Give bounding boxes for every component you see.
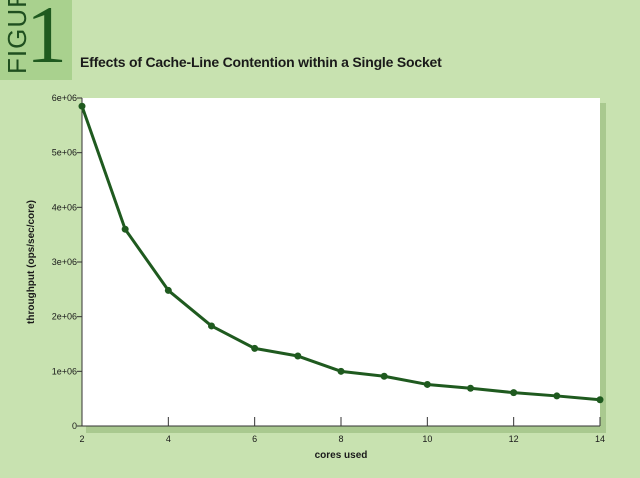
x-tick-label: 2 xyxy=(79,434,84,444)
series-line xyxy=(80,105,601,402)
x-axis: 2 4 6 8 10 12 14 xyxy=(79,417,605,444)
x-tick-label: 8 xyxy=(338,434,343,444)
x-tick-label: 14 xyxy=(595,434,605,444)
y-tick-label: 6e+06 xyxy=(52,93,77,103)
y-axis: 0 1e+06 2e+06 3e+06 4e+06 5e+06 6e+06 xyxy=(52,93,83,431)
data-point xyxy=(423,380,431,388)
data-point xyxy=(78,102,86,110)
data-point xyxy=(121,225,129,233)
data-point xyxy=(208,322,215,330)
data-point xyxy=(510,389,518,397)
y-tick-label: 1e+06 xyxy=(52,366,77,376)
data-point xyxy=(294,352,302,360)
y-tick-label: 4e+06 xyxy=(52,202,77,212)
chart-title: Effects of Cache-Line Contention within … xyxy=(80,54,442,70)
y-tick-label: 5e+06 xyxy=(52,148,77,158)
x-tick-label: 4 xyxy=(166,434,171,444)
x-tick-label: 6 xyxy=(252,434,257,444)
data-point xyxy=(251,344,259,352)
y-tick-label: 2e+06 xyxy=(52,312,77,322)
data-point xyxy=(553,392,561,400)
figure-number: 1 xyxy=(26,0,67,80)
data-point xyxy=(164,286,172,294)
figure-badge: FIGURE 1 xyxy=(0,0,72,80)
data-point xyxy=(596,396,604,404)
series-points xyxy=(78,102,604,404)
x-tick-label: 10 xyxy=(422,434,432,444)
y-axis-label: throughput (ops/sec/core) xyxy=(26,200,37,324)
y-tick-label: 3e+06 xyxy=(52,257,77,267)
data-point xyxy=(337,367,345,375)
x-tick-label: 12 xyxy=(509,434,519,444)
x-axis-label: cores used xyxy=(315,450,368,461)
data-point xyxy=(380,372,388,380)
data-point xyxy=(467,384,474,392)
y-tick-label: 0 xyxy=(72,421,77,431)
